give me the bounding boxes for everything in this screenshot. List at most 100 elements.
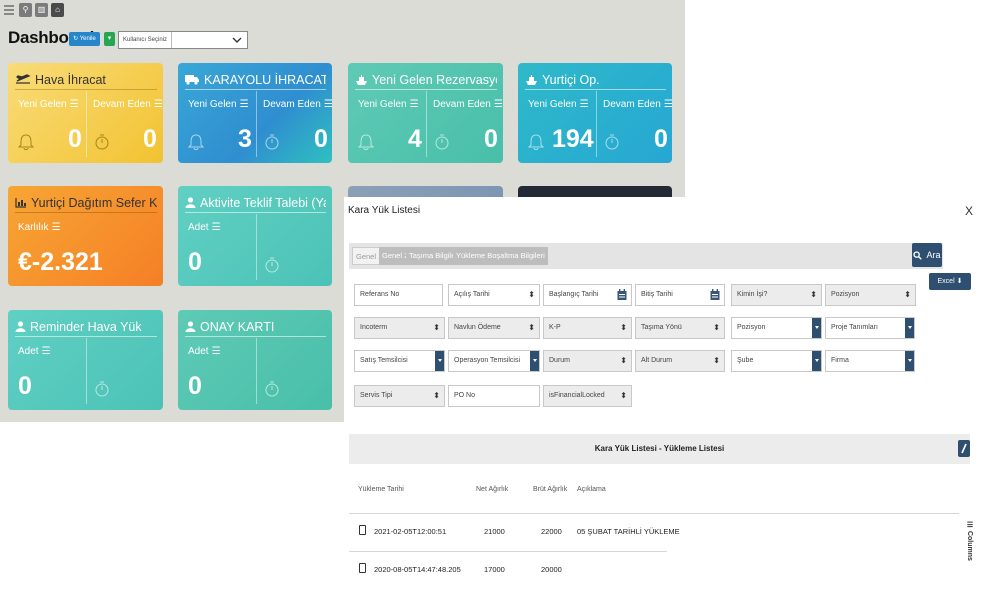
company-dropdown[interactable]: Firma: [825, 350, 915, 372]
branch-dropdown[interactable]: Şube: [731, 350, 822, 372]
dropdown-toggle: [812, 318, 821, 338]
new-label: Yeni Gelen ☰: [18, 99, 79, 110]
new-label: Yeni Gelen ☰: [188, 99, 249, 110]
stopwatch-icon: [605, 134, 619, 150]
reference-no-input[interactable]: Referans No: [354, 284, 443, 306]
filter-button[interactable]: ▾: [104, 32, 115, 46]
card-reminder-hava[interactable]: Reminder Hava Yük Adet ☰ 0: [8, 310, 163, 410]
excel-button[interactable]: Excel ⬇: [929, 273, 971, 290]
freight-payment-select[interactable]: Navlun Ödeme ⬍: [448, 317, 540, 339]
row-icon[interactable]: [359, 563, 366, 573]
list-icon: ☰: [579, 99, 589, 110]
home-icon[interactable]: ⌂: [51, 3, 64, 17]
incoterm-select[interactable]: Incoterm ⬍: [354, 317, 445, 339]
card-title: ONAY KARTI: [185, 317, 326, 337]
ship-icon: [356, 74, 367, 85]
card-hava-ihracat[interactable]: Hava İhracat Yeni Gelen ☰ Devam Eden ☰ 0 0: [8, 63, 163, 163]
card-yeni-rezervasyonlar[interactable]: Yeni Gelen Rezervasyonlar Yeni Gelen☰ De…: [348, 63, 503, 163]
count-label: Adet ☰: [188, 346, 221, 357]
col-net-weight[interactable]: Net Ağırlık: [476, 486, 509, 493]
updown-icon: ⬍: [620, 323, 627, 332]
count-value: 0: [188, 372, 202, 400]
card-title: Aktivite Teklif Talebi (Yapıl...: [185, 193, 326, 213]
sub-status-select[interactable]: Alt Durum ⬍: [635, 350, 725, 372]
new-count: 194: [552, 125, 594, 153]
ops-rep-dropdown[interactable]: Operasyon Temsilcisi: [448, 350, 540, 372]
stopwatch-icon: [95, 134, 109, 150]
po-no-input[interactable]: PO No: [448, 385, 540, 407]
search-icon: [913, 250, 923, 260]
card-onay-karti[interactable]: ONAY KARTI Adet ☰ 0: [178, 310, 332, 410]
start-date-input[interactable]: Başlangıç Tarihi: [543, 284, 632, 306]
tab-tasima-bilgileri[interactable]: Taşıma Bilgileri: [406, 247, 463, 265]
card-title: Hava İhracat: [15, 70, 157, 90]
continuing-label: Devam Eden ☰: [433, 99, 503, 110]
trash-icon[interactable]: ▥: [35, 3, 48, 17]
end-date-input[interactable]: Bitiş Tarihi: [635, 284, 725, 306]
chevron-down-icon: [232, 37, 242, 43]
bell-icon: [358, 134, 374, 150]
truck-icon: [185, 75, 199, 85]
new-label: Yeni Gelen ☰: [358, 99, 419, 110]
col-loading-date[interactable]: Yükleme Tarihi: [358, 486, 404, 493]
project-definitions-dropdown[interactable]: Proje Tanımları: [825, 317, 915, 339]
card-title: Yurtiçi Dağıtım Sefer Kar: [15, 193, 157, 213]
kp-select[interactable]: K-P ⬍: [543, 317, 632, 339]
card-aktivite-teklif[interactable]: Aktivite Teklif Talebi (Yapıl... Adet☰ 0: [178, 186, 332, 286]
menu-icon[interactable]: [4, 4, 14, 16]
continuing-count: 0: [314, 125, 328, 153]
list-icon: ☰: [211, 222, 221, 233]
col-description[interactable]: Açıklama: [577, 486, 606, 493]
list-icon: ☰: [69, 99, 79, 110]
bell-icon: [528, 134, 544, 150]
tab-yukleme-bosaltma[interactable]: Yükleme Boşaltma Bilgileri: [453, 247, 548, 265]
user-select[interactable]: Kullanıcı Seçiniz: [118, 31, 248, 49]
updown-icon: ⬍: [528, 323, 535, 332]
updown-icon: ⬍: [620, 356, 627, 365]
sales-rep-dropdown[interactable]: Satış Temsilcisi: [354, 350, 445, 372]
dropdown-toggle: [530, 351, 539, 371]
status-select[interactable]: Durum ⬍: [543, 350, 632, 372]
continuing-label: Devam Eden ☰: [93, 99, 163, 110]
edit-button[interactable]: [958, 440, 970, 457]
card-yurtici-dagitim[interactable]: Yurtiçi Dağıtım Sefer Kar Karlılık ☰ €-2.…: [8, 186, 163, 286]
close-icon[interactable]: X: [964, 204, 973, 218]
search-button[interactable]: Ara: [912, 243, 942, 267]
whose-job-select[interactable]: Kimin İşi? ⬍: [731, 284, 822, 306]
updown-icon: ⬍: [904, 290, 911, 299]
count-value: 0: [18, 372, 32, 400]
dropdown-toggle: [812, 351, 821, 371]
updown-icon: ⬍: [433, 323, 440, 332]
card-title: Reminder Hava Yük: [15, 317, 157, 337]
stopwatch-icon: [265, 381, 279, 397]
user-icon: [15, 321, 26, 332]
grid-title: Kara Yük Listesi - Yükleme Listesi: [349, 434, 970, 464]
opening-date-select[interactable]: Açılış Tarihi ⬍: [448, 284, 540, 306]
updown-icon: ⬍: [713, 323, 720, 332]
calendar-icon: [710, 289, 720, 300]
updown-icon: ⬍: [810, 290, 817, 299]
row-icon[interactable]: [359, 525, 366, 535]
position-dropdown[interactable]: Pozisyon: [731, 317, 822, 339]
transport-direction-select[interactable]: Taşıma Yönü ⬍: [635, 317, 725, 339]
updown-icon: ⬍: [713, 356, 720, 365]
columns-toggle[interactable]: ☰ Columns: [966, 521, 973, 561]
tab-bar: Genel 1 Genel 2 Taşıma Bilgileri Yükleme…: [349, 243, 943, 269]
count-label: Adet ☰: [188, 222, 221, 233]
service-type-select[interactable]: Servis Tipi ⬍: [354, 385, 445, 407]
col-gross-weight[interactable]: Brüt Ağırlık: [533, 486, 568, 493]
pin-icon[interactable]: ⚲: [19, 3, 32, 17]
dropdown-toggle: [905, 351, 914, 371]
card-karayolu-ihracat[interactable]: KARAYOLU İHRACAT RE... Yeni Gelen☰ Devam…: [178, 63, 332, 163]
tab-genel-2[interactable]: Genel 2: [379, 247, 412, 265]
stopwatch-icon: [265, 134, 279, 150]
card-yurtici-op[interactable]: Yurtiçi Op. Yeni Gelen ☰ Devam Eden ☰ 194 …: [518, 63, 672, 163]
financial-locked-select[interactable]: isFinancialLocked ⬍: [543, 385, 632, 407]
modal-title: Kara Yük Listesi: [348, 205, 421, 216]
top-toolbar: ⚲ ▥ ⌂: [4, 3, 64, 17]
profit-value: €-2.321: [18, 248, 103, 276]
position-select[interactable]: Pozisyon ⬍: [825, 284, 916, 306]
refresh-button[interactable]: ↻ Yenile: [69, 32, 100, 46]
new-label: Yeni Gelen ☰: [528, 99, 589, 110]
chart-icon: [15, 198, 26, 208]
